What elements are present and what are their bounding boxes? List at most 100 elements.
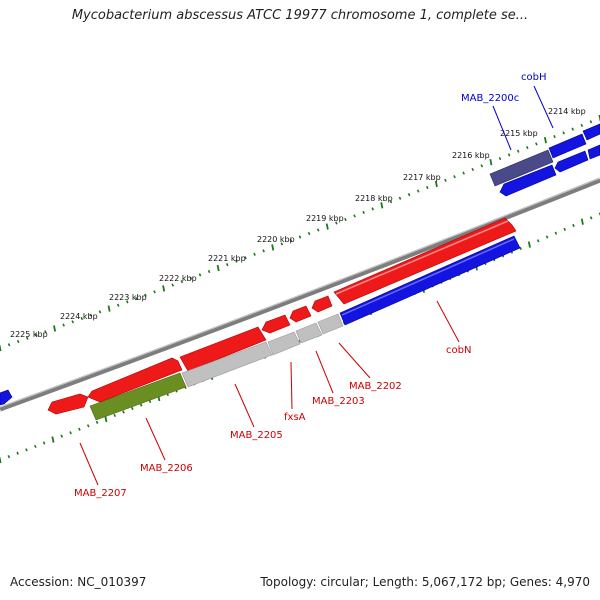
outer-ring-minor-tick [353,214,356,218]
gene-MAB_2203-grey[interactable] [295,322,323,344]
tick-label: 2217 kbp [403,173,441,182]
outer-ring-major-tick [0,344,2,352]
gene-label-cobN[interactable]: cobN [446,345,471,356]
outer-ring-major-tick [107,305,111,312]
outer-ring-minor-tick [362,210,365,215]
outer-ring-minor-tick [153,290,156,294]
tick-label: 2216 kbp [452,151,490,160]
leader-line [533,85,554,129]
outer-ring-minor-tick [507,153,511,157]
gene-reverse-d[interactable] [554,150,589,173]
gene-left-partial[interactable] [0,389,13,406]
outer-ring-minor-tick [589,120,593,124]
leader-line [234,383,255,428]
gene-MAB_2202[interactable] [311,295,333,313]
gene-MAB_2203[interactable] [289,305,312,323]
outer-ring-minor-tick [298,235,302,239]
outer-ring-major-tick [162,285,166,292]
outer-ring-minor-tick [425,185,429,190]
gene-label-MAB_2203[interactable]: MAB_2203 [312,396,365,407]
inner-ring-minor-tick [122,410,125,414]
tick-label: 2221 kbp [208,254,246,263]
outer-ring-minor-tick [289,238,293,243]
outer-ring-minor-tick [253,252,256,256]
outer-ring-minor-tick [62,323,65,327]
gene-MAB_2205-grey[interactable] [181,341,273,388]
gene-label-fxsA[interactable]: fxsA [284,412,306,423]
outer-ring-minor-tick [535,142,538,146]
inner-ring-minor-tick [25,448,28,452]
tick-label: 2223 kbp [109,293,147,302]
leader-line [338,342,371,379]
outer-ring-minor-tick [316,228,320,232]
outer-ring-minor-tick [235,259,238,263]
inner-ring-minor-tick [78,427,81,431]
leader-line [145,417,166,461]
outer-ring-minor-tick [35,333,38,337]
gene-reverse-e[interactable] [587,144,600,160]
inner-ring-major-tick [527,241,531,248]
tick-label: 2219 kbp [306,214,344,223]
outer-ring-minor-tick [562,131,565,135]
gene-fxsA[interactable] [261,314,291,334]
gene-label-MAB_2200c[interactable]: MAB_2200c [461,93,519,104]
tick-label: 2220 kbp [257,235,295,244]
gene-label-MAB_2205[interactable]: MAB_2205 [230,430,283,441]
outer-ring-minor-tick [189,276,193,280]
outer-ring-minor-tick [371,207,375,211]
gene-labels: cobH MAB_2200c cobN MAB_2202 MAB_2203 fx… [74,72,546,499]
gene-shine [335,220,509,295]
outer-ring-minor-tick [344,217,347,222]
gene-MAB_2202-grey[interactable] [317,313,344,335]
outer-ring-minor-tick [453,175,456,179]
gene-cobH-a[interactable] [548,133,587,159]
inner-ring-major-tick [0,456,2,464]
reverse-strand-genes [0,123,600,421]
inner-ring-minor-tick [554,231,558,235]
outer-ring-minor-tick [525,145,529,150]
inner-ring-minor-tick [7,455,11,459]
outer-ring-minor-tick [389,200,393,204]
gene-fxsA-grey[interactable] [267,331,301,356]
gene-MAB_2207[interactable] [47,393,89,415]
outer-ring-minor-tick [80,316,84,321]
gene-label-MAB_2206[interactable]: MAB_2206 [140,463,193,474]
outer-ring-minor-tick [580,123,584,128]
outer-ring-minor-tick [462,171,465,175]
tick-label: 2218 kbp [355,194,393,203]
outer-ring-major-tick [543,137,547,144]
inner-ring-major-tick [580,218,584,225]
gene-label-MAB_2202[interactable]: MAB_2202 [349,381,402,392]
outer-ring-minor-tick [180,280,184,284]
outer-ring-minor-tick [225,263,229,267]
inner-ring-minor-tick [519,246,522,250]
gene-cobH-b[interactable] [582,123,600,141]
gene-MAB_2200c[interactable] [489,149,554,187]
outer-ring-major-tick [325,223,329,230]
inner-ring-minor-tick [139,403,143,407]
outer-ring-minor-tick [407,193,411,197]
outer-ring-minor-tick [498,156,502,161]
gene-MAB_2206-top[interactable] [87,357,183,403]
outer-ring-minor-tick [98,310,102,314]
inner-ring-minor-tick [60,434,64,438]
gene-label-cobH[interactable]: cobH [521,72,546,83]
topology-summary: Topology: circular; Length: 5,067,172 bp… [260,575,590,589]
inner-ring-minor-tick [563,227,567,231]
gene-label-MAB_2207[interactable]: MAB_2207 [74,488,127,499]
gene-cobN[interactable] [339,235,521,326]
leader-line [315,350,334,394]
gene-reverse-c[interactable] [499,164,557,197]
gene-cobN-forward[interactable] [333,217,517,305]
inner-ring-minor-tick [572,223,575,228]
outer-ring-minor-tick [44,330,47,334]
outer-ring-minor-tick [25,336,29,340]
gene-MAB_2206[interactable] [89,372,187,421]
tick-labels: 2225 kbp 2224 kbp 2223 kbp 2222 kbp 2221… [10,107,586,339]
chromosome-backbone-highlight [0,177,600,408]
tick-label: 2214 kbp [548,107,586,116]
gene-shine [341,238,515,316]
outer-ring-major-tick [53,325,57,332]
gene-MAB_2205[interactable] [179,326,267,372]
